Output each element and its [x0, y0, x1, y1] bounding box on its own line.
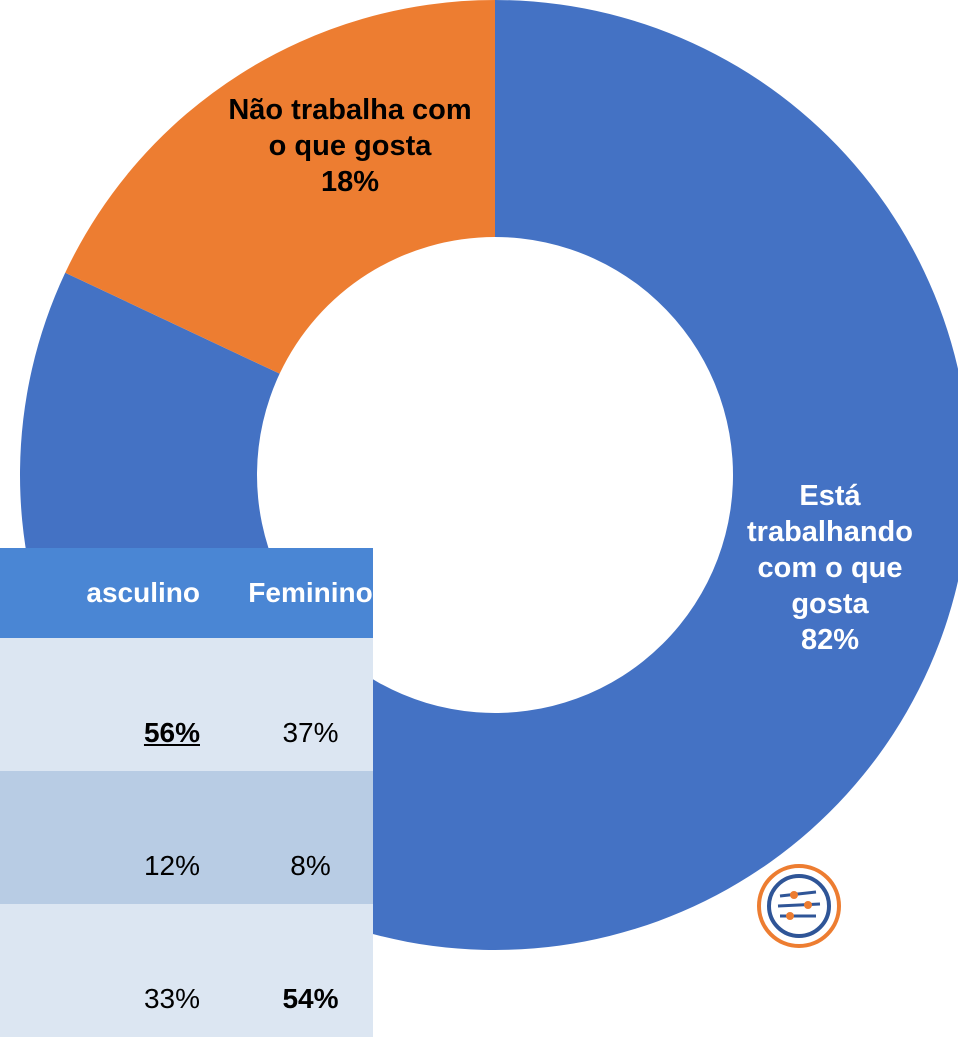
header-cell: Feminino [248, 548, 373, 638]
slice [65, 0, 495, 374]
header-cell: asculino [0, 548, 248, 638]
logo-ring [767, 874, 831, 938]
table-cell: 54% [248, 904, 373, 1037]
table-cell: 56% [0, 638, 248, 771]
slice-label: Não trabalha com o que gosta 18% [225, 92, 475, 200]
table-row: 56% 37% [0, 638, 373, 771]
table: asculino Feminino 56% 37% 12% 8% 33% 54% [0, 548, 373, 1037]
logo-ring [757, 864, 841, 948]
value-label: 18% [320, 166, 380, 198]
table-cell: 37% [248, 638, 373, 771]
table-row: 33% 54% [0, 904, 373, 1037]
category-label: Está trabalhando com o que gosta [747, 480, 913, 620]
category-label: Não trabalha com o que gosta [228, 94, 472, 162]
table-cell: 33% [0, 904, 248, 1037]
logo [757, 864, 841, 948]
header-row: asculino Feminino [0, 548, 373, 638]
table-row: 12% 8% [0, 771, 373, 904]
slice-label: Está trabalhando com o que gosta 82% [715, 478, 945, 658]
value-label: 82% [800, 624, 860, 656]
table-cell: 8% [248, 771, 373, 904]
logo-lines [777, 890, 821, 918]
table-cell: 12% [0, 771, 248, 904]
logo-dots [786, 891, 812, 920]
